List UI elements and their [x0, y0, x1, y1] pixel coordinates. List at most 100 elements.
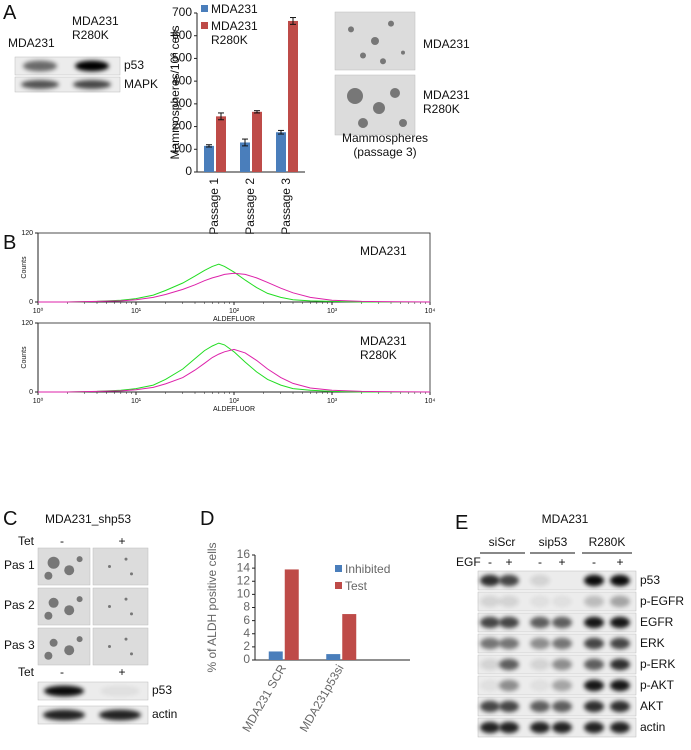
blot-band — [530, 616, 550, 629]
image-label: MDA231 — [423, 37, 470, 51]
blot-band — [480, 574, 500, 587]
blot-band — [530, 679, 550, 692]
blot-band — [480, 721, 500, 734]
blot-band — [552, 658, 572, 671]
blot-band — [73, 80, 111, 89]
group-label: R280K — [589, 535, 626, 549]
condition-label: + — [118, 665, 125, 679]
blot-band — [99, 709, 141, 721]
treatment-label: EGF — [456, 555, 481, 569]
blot-band — [552, 679, 572, 692]
bar — [252, 111, 262, 172]
condition-label: - — [538, 555, 542, 569]
legend-swatch — [335, 565, 342, 572]
x-tick-label: MDA231 SCR — [239, 662, 289, 735]
y-tick-label: 14 — [237, 560, 251, 574]
bar — [326, 654, 341, 660]
y-tick-label: 2 — [243, 639, 250, 653]
blot-band — [23, 60, 57, 72]
sphere — [124, 557, 128, 561]
blot-band — [584, 658, 604, 671]
blot-band — [480, 637, 500, 650]
bar — [204, 145, 214, 172]
sphere — [371, 37, 379, 45]
bar — [276, 132, 286, 172]
treatment-label: Tet — [18, 665, 35, 679]
blot-column-label: MDA231 R280K — [72, 14, 119, 42]
group-title: MDA231 — [542, 512, 589, 526]
x-tick-label: Passage 1 — [207, 178, 221, 235]
image-caption: Mammospheres (passage 3) — [341, 131, 429, 159]
blot-band — [21, 80, 59, 89]
y-tick-label: 300 — [172, 96, 192, 110]
micrograph — [92, 547, 149, 586]
blot-band — [610, 616, 630, 629]
condition-label: + — [558, 555, 565, 569]
blot-band — [610, 679, 630, 692]
blot-band — [610, 574, 630, 587]
legend-label: MDA231 — [211, 2, 258, 16]
group-label: sip53 — [539, 535, 568, 549]
error-bar — [218, 112, 224, 121]
y-tick-label: 12 — [237, 573, 251, 587]
micrograph — [334, 11, 416, 71]
blot-band — [552, 616, 572, 629]
y-axis-label: Counts — [21, 256, 28, 279]
blot-band — [499, 658, 519, 671]
condition-label: + — [505, 555, 512, 569]
x-tick-label: 10⁴ — [425, 398, 436, 405]
blot-band — [610, 721, 630, 734]
row-label: Pas 1 — [4, 558, 35, 572]
blot-band — [584, 721, 604, 734]
condition-label: + — [118, 534, 125, 548]
sphere — [130, 612, 133, 616]
blot-band — [499, 595, 519, 608]
y-tick-label: 16 — [237, 547, 251, 561]
sample-label: MDA231 R280K — [360, 334, 407, 362]
x-tick-label: Passage 3 — [279, 178, 293, 235]
blot-band — [530, 637, 550, 650]
blot-row-label: p53 — [152, 683, 172, 697]
sphere — [347, 88, 363, 104]
sphere — [64, 645, 75, 656]
sphere — [380, 58, 386, 65]
blot-row-label: p-ERK — [640, 657, 675, 671]
blot-band — [499, 637, 519, 650]
y-tick-label: 6 — [243, 613, 250, 627]
micrograph — [37, 627, 91, 666]
y-tick-label: 400 — [172, 73, 192, 87]
condition-label: - — [592, 555, 596, 569]
sphere — [76, 636, 83, 643]
condition-label: - — [60, 534, 64, 548]
micrograph — [92, 587, 149, 626]
error-bar — [242, 138, 248, 147]
histogram-line — [38, 342, 430, 393]
group-label: siScr — [489, 535, 516, 549]
blot-band — [480, 679, 500, 692]
blot-band — [530, 595, 550, 608]
legend-swatch — [201, 5, 208, 12]
sphere — [49, 638, 58, 647]
blot-band — [610, 658, 630, 671]
image-label: MDA231 R280K — [423, 88, 470, 116]
micrograph — [37, 587, 91, 626]
sphere — [130, 652, 133, 656]
sphere — [360, 52, 366, 59]
blot-row-label: EGFR — [640, 615, 674, 629]
blot-row-label: actin — [152, 707, 177, 721]
sphere — [76, 596, 83, 603]
blot-band — [610, 637, 630, 650]
bar — [284, 569, 299, 660]
blot-row-label: MAPK — [124, 77, 158, 91]
blot-band — [584, 616, 604, 629]
y-axis-label: % of ALDH positive cells — [205, 542, 219, 672]
sphere — [108, 605, 111, 608]
sphere — [76, 556, 83, 563]
sphere — [124, 637, 128, 641]
blot-column-label: MDA231 — [8, 36, 55, 50]
x-axis-label: ALDEFLUOR — [213, 316, 255, 323]
blot-band — [480, 616, 500, 629]
sphere — [358, 118, 368, 128]
x-tick-label: 10¹ — [131, 308, 142, 315]
